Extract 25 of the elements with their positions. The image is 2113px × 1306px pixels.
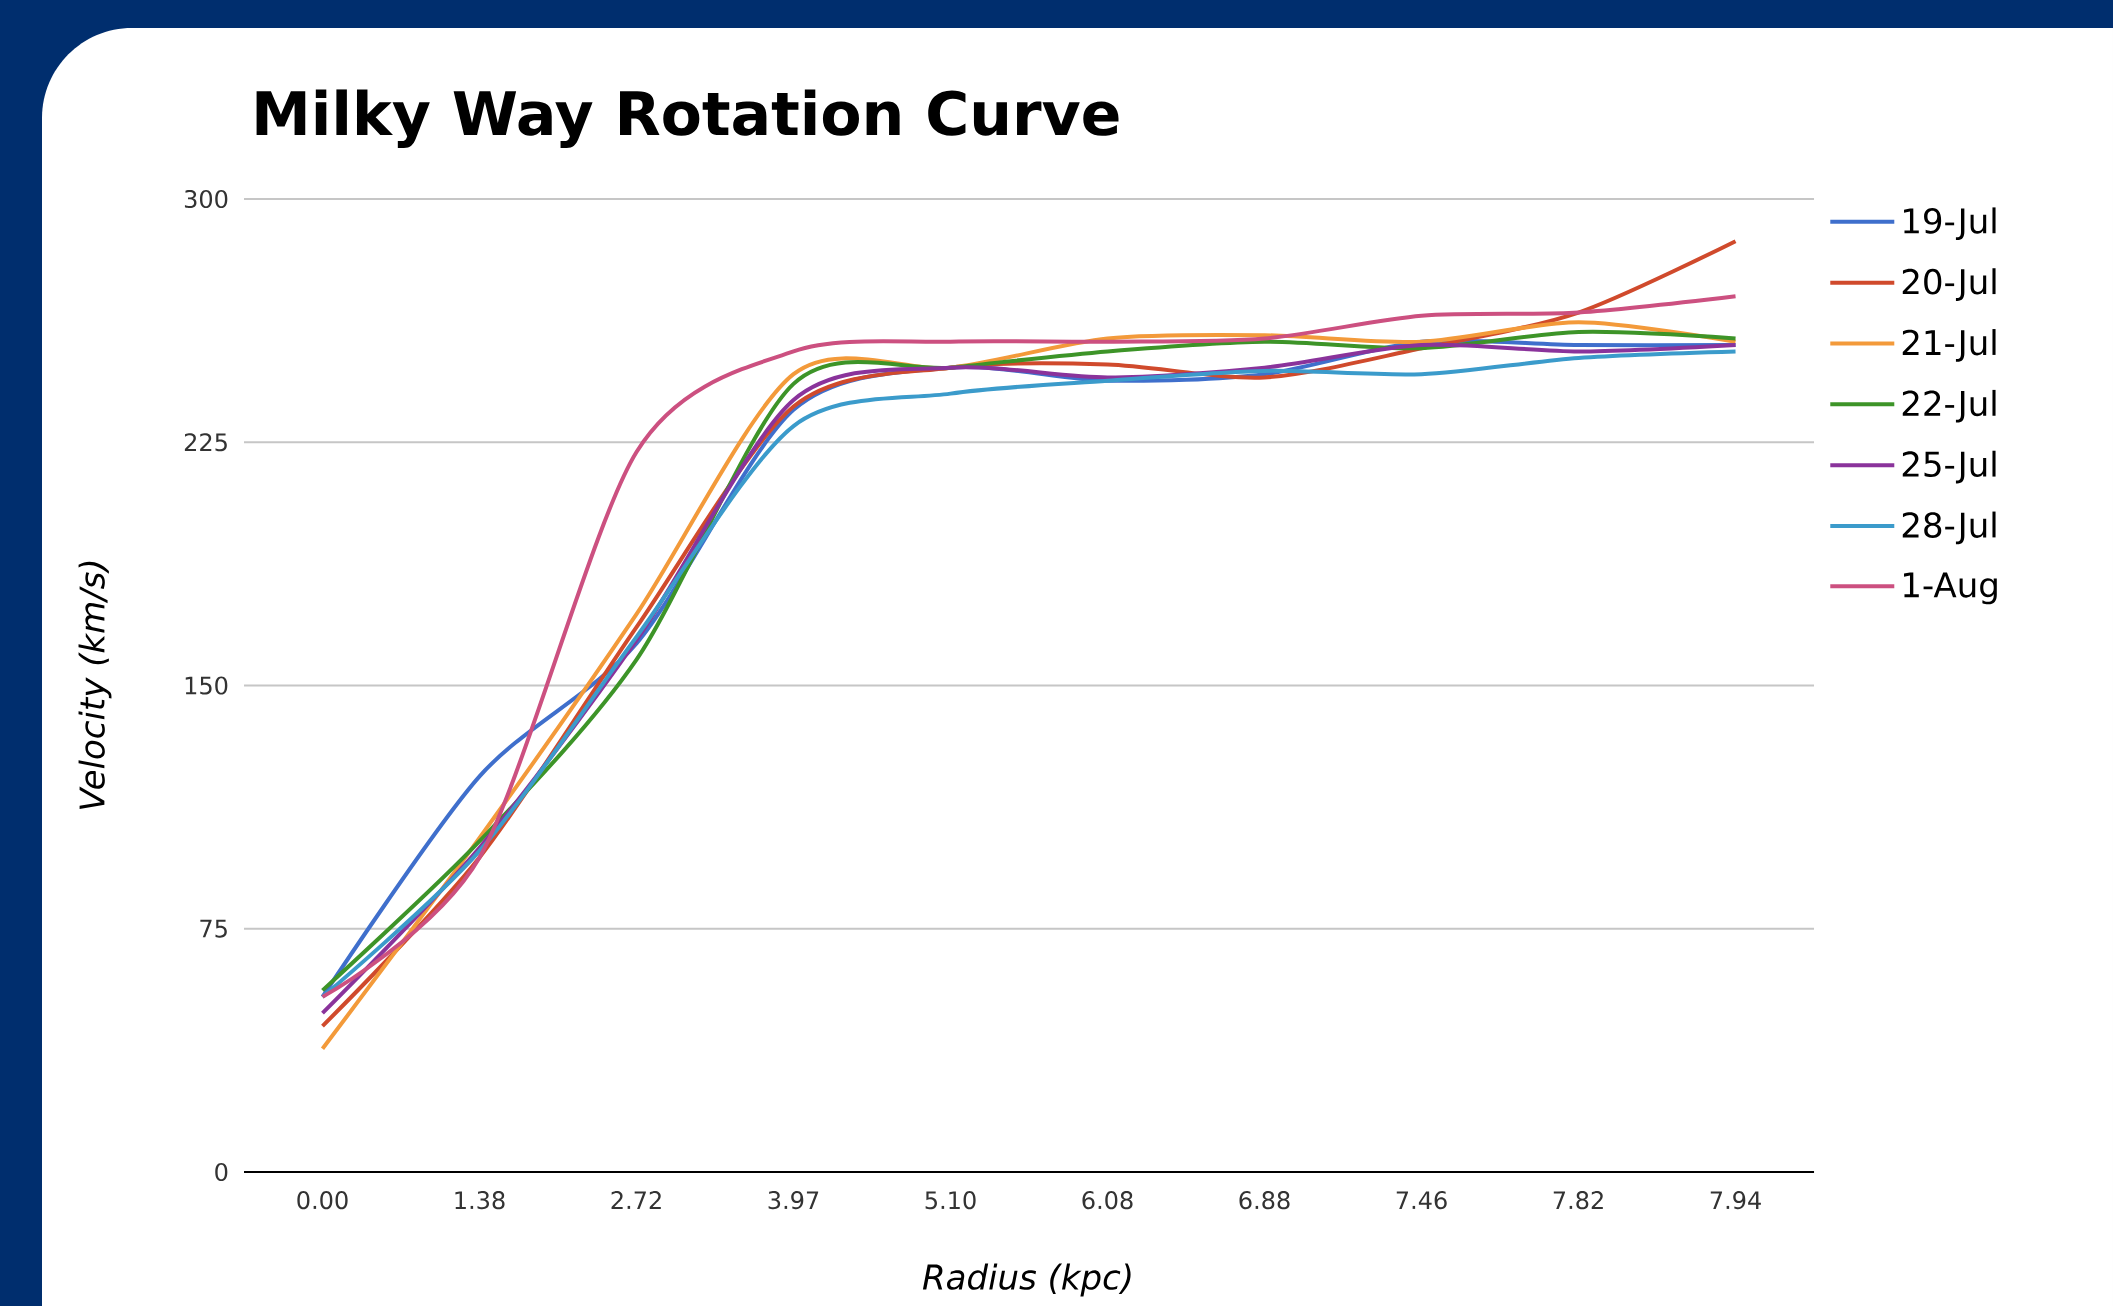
legend-label: 1-Aug	[1904, 572, 1997, 605]
x-tick-label: 1.38	[455, 1191, 505, 1210]
x-tick-label: 3.97	[768, 1191, 819, 1210]
legend-label: 19-Jul	[1904, 207, 1996, 241]
legend-label: 28-Jul	[1902, 511, 1996, 545]
y-tick-label: 0	[215, 1162, 228, 1182]
x-tick-label: 7.82	[1553, 1191, 1603, 1210]
legend-label: 22-Jul	[1902, 389, 1996, 423]
x-tick-label: 5.10	[925, 1191, 976, 1210]
y-tick-label: 75	[200, 919, 227, 938]
chart-title: Milky Way Rotation Curve	[256, 89, 1119, 148]
legend-label: 25-Jul	[1902, 450, 1996, 484]
x-tick-label: 2.72	[611, 1191, 661, 1209]
x-axis-title: Radius (kpc)	[922, 1263, 1131, 1297]
x-tick-label: 6.88	[1239, 1191, 1290, 1210]
y-tick-label: 150	[185, 676, 228, 695]
x-tick-label: 0.00	[297, 1191, 348, 1210]
x-tick-label: 7.94	[1710, 1191, 1761, 1210]
x-tick-label: 6.08	[1082, 1191, 1133, 1210]
y-tick-label: 300	[184, 189, 228, 209]
legend-label: 21-Jul	[1902, 329, 1996, 362]
x-tick-label: 7.46	[1396, 1191, 1447, 1210]
y-tick-label: 225	[184, 433, 227, 452]
y-axis-title: Velocity (km/s)	[78, 561, 112, 810]
legend-label: 20-Jul	[1902, 268, 1996, 301]
